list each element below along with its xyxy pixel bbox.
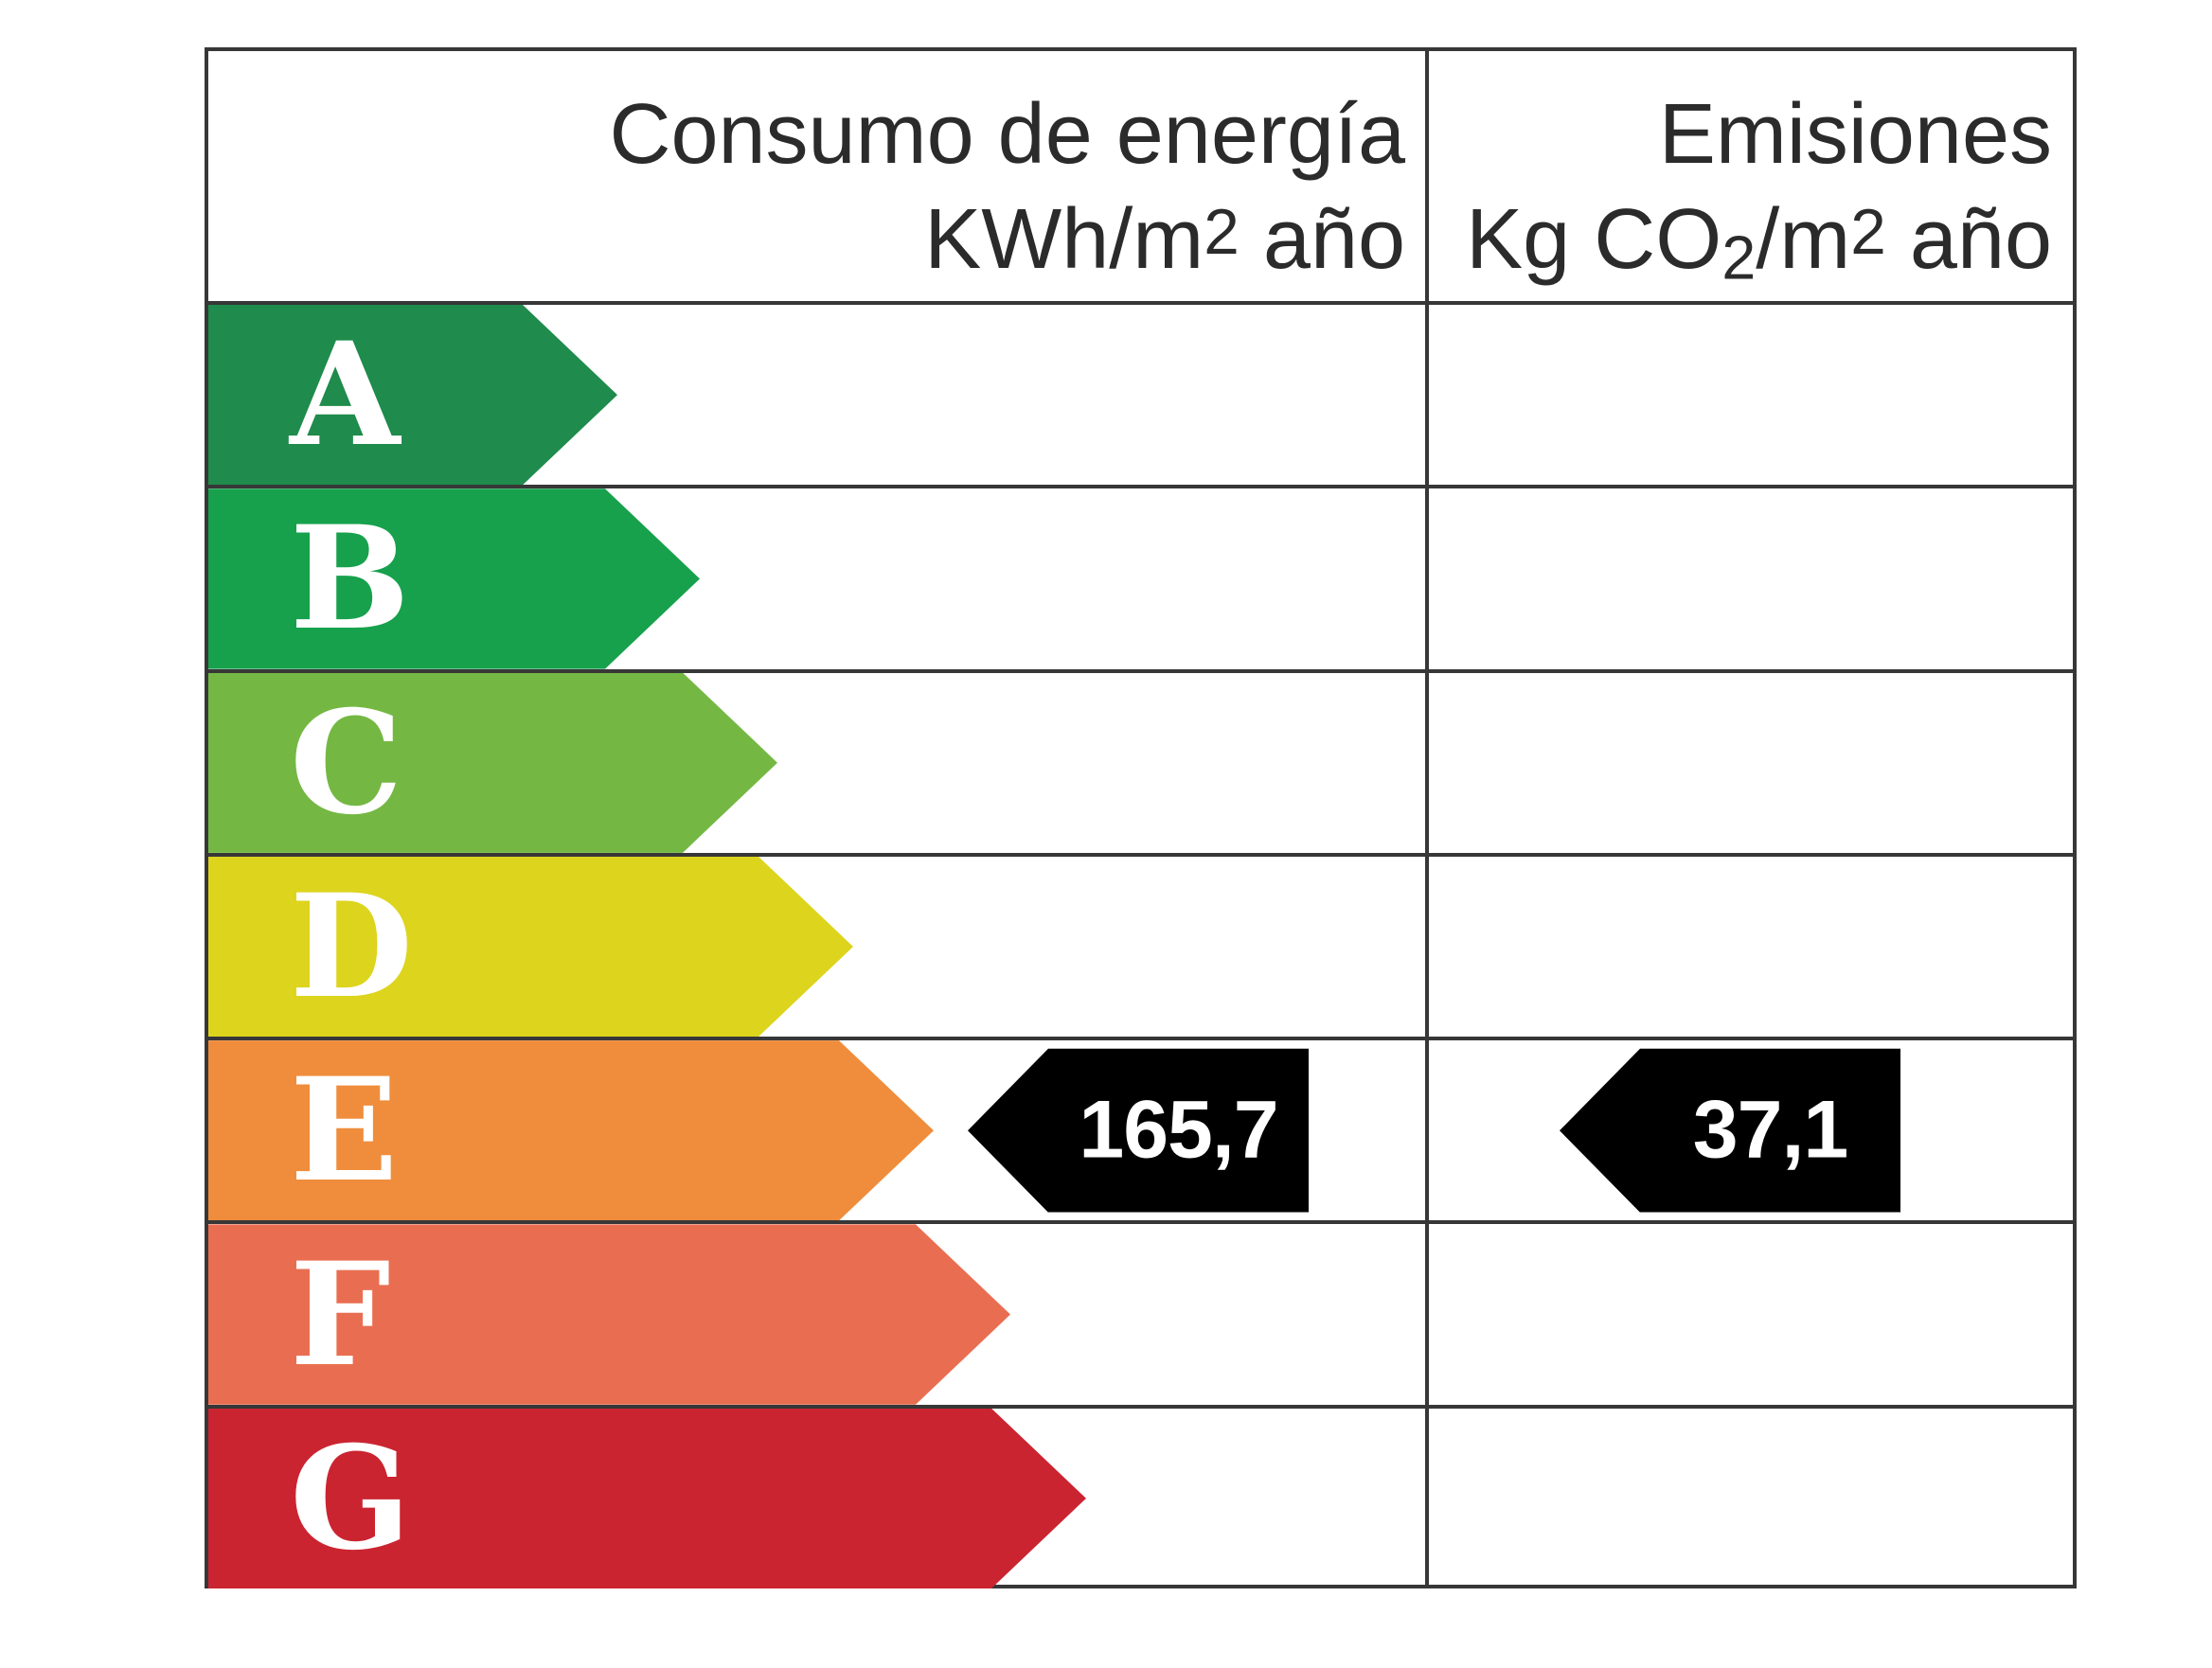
energy-column-header: Consumo de energía KWh/m2 año bbox=[208, 51, 1429, 301]
energy-header-title: Consumo de energía bbox=[609, 87, 1405, 182]
energy-unit-exponent: 2 bbox=[1204, 197, 1240, 268]
rating-arrow-b: B bbox=[208, 488, 700, 668]
energy-unit-text: KWh/m bbox=[924, 191, 1204, 287]
rating-arrow-d: D bbox=[208, 857, 853, 1037]
emissions-value: 37,1 bbox=[1692, 1084, 1848, 1176]
rating-letter-d: D bbox=[290, 862, 414, 1030]
rating-arrow-e: E bbox=[208, 1040, 934, 1220]
rating-row-e: E 165,7 37,1 bbox=[208, 1037, 2073, 1220]
table-header: Consumo de energía KWh/m2 año Emisiones … bbox=[208, 51, 2073, 305]
emissions-unit-subscript: 2 bbox=[1721, 222, 1757, 293]
rating-row-c: C bbox=[208, 668, 2073, 853]
energy-value: 165,7 bbox=[1079, 1084, 1278, 1176]
rating-row-a: A bbox=[208, 305, 2073, 485]
rating-letter-f: F bbox=[290, 1231, 391, 1398]
rating-row-g: G bbox=[208, 1404, 2073, 1588]
emissions-unit-exponent: 2 bbox=[1850, 197, 1886, 268]
rating-letter-a: A bbox=[290, 311, 401, 479]
emissions-unit-mid: /m bbox=[1756, 191, 1851, 287]
rating-arrow-a: A bbox=[208, 305, 617, 485]
rating-letter-g: G bbox=[290, 1414, 412, 1582]
rating-arrow-f: F bbox=[208, 1224, 1010, 1404]
rating-arrow-c: C bbox=[208, 673, 777, 853]
energy-value-arrow: 165,7 bbox=[968, 1048, 1309, 1213]
rating-letter-c: C bbox=[290, 679, 403, 846]
energy-rating-table: Consumo de energía KWh/m2 año Emisiones … bbox=[205, 47, 2077, 1588]
emissions-header-unit: Kg CO2/m2 año bbox=[1429, 184, 2052, 308]
rating-arrow-g: G bbox=[208, 1409, 1086, 1588]
rating-row-d: D bbox=[208, 852, 2073, 1037]
rating-rows: A B C D E bbox=[208, 305, 2073, 1588]
rating-row-f: F bbox=[208, 1220, 2073, 1404]
emissions-unit-suffix: año bbox=[1885, 191, 2052, 287]
rating-row-b: B bbox=[208, 485, 2073, 668]
column-divider-line bbox=[1425, 51, 1429, 1585]
energy-header-unit: KWh/m2 año bbox=[208, 184, 1405, 289]
emissions-column-header: Emisiones Kg CO2/m2 año bbox=[1429, 51, 2073, 301]
rating-letter-e: E bbox=[290, 1047, 399, 1215]
emissions-header-title: Emisiones bbox=[1658, 87, 2052, 182]
emissions-value-arrow: 37,1 bbox=[1560, 1048, 1900, 1213]
rating-letter-b: B bbox=[290, 495, 410, 663]
energy-unit-suffix: año bbox=[1239, 191, 1405, 287]
emissions-unit-text: Kg CO bbox=[1466, 191, 1722, 287]
